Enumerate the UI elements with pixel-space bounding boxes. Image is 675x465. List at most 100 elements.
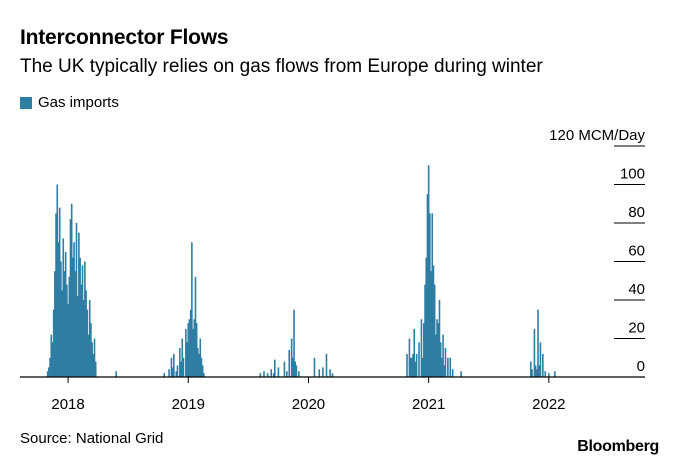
- bar: [67, 303, 69, 377]
- bar: [94, 361, 97, 377]
- bar: [64, 251, 67, 378]
- bar: [286, 371, 288, 377]
- bar: [413, 328, 416, 378]
- bar: [73, 242, 75, 377]
- bar: [283, 361, 286, 377]
- bar: [179, 348, 181, 378]
- bar: [554, 371, 556, 377]
- bar: [185, 328, 187, 378]
- bar: [539, 342, 542, 377]
- bar: [176, 365, 179, 377]
- y-tick-label: 0: [637, 358, 645, 375]
- bar: [263, 371, 265, 377]
- bar: [60, 261, 62, 377]
- bar: [175, 371, 178, 377]
- bar: [432, 265, 435, 377]
- bar: [192, 328, 194, 378]
- bar: [259, 373, 262, 377]
- bar: [55, 213, 57, 378]
- bar: [198, 353, 200, 377]
- bar: [91, 342, 93, 377]
- bar: [50, 334, 53, 377]
- bar: [436, 319, 438, 377]
- bar: [435, 334, 437, 377]
- bar: [429, 213, 431, 378]
- bar: [191, 242, 193, 377]
- source-note: Source: National Grid: [20, 430, 164, 447]
- bar: [449, 357, 452, 377]
- bar: [426, 194, 429, 378]
- bar: [75, 223, 78, 377]
- bar: [292, 357, 294, 377]
- bar: [194, 276, 197, 377]
- bar: [72, 257, 74, 377]
- bar: [170, 357, 173, 377]
- bar: [74, 271, 77, 378]
- bar: [48, 367, 50, 378]
- x-tick-label: 2021: [412, 396, 445, 413]
- bar: [171, 367, 174, 378]
- bar: [86, 309, 89, 378]
- bar: [195, 323, 198, 377]
- bar: [79, 257, 81, 377]
- bar: [408, 338, 411, 377]
- bar: [88, 300, 91, 377]
- bar: [451, 369, 454, 377]
- bar: [431, 213, 434, 378]
- bar: [82, 300, 85, 377]
- bar: [189, 309, 192, 378]
- bar: [298, 371, 300, 377]
- bar: [78, 232, 80, 378]
- bar: [414, 361, 417, 377]
- bar: [437, 323, 440, 377]
- bar: [173, 353, 175, 377]
- x-tick-label: 2022: [532, 396, 565, 413]
- bar: [61, 290, 63, 378]
- bar: [538, 365, 541, 377]
- bar: [197, 348, 199, 378]
- bar: [412, 353, 414, 377]
- bar: [424, 284, 426, 377]
- chart-subtitle: The UK typically relies on gas flows fro…: [20, 56, 543, 77]
- brand-logo: Bloomberg: [577, 438, 659, 455]
- bar: [58, 207, 61, 377]
- bar: [411, 357, 413, 377]
- bar: [293, 309, 295, 378]
- y-tick-label: 60: [628, 243, 645, 260]
- bar: [84, 261, 86, 377]
- bar: [266, 373, 269, 377]
- bar: [70, 203, 73, 377]
- y-tick-label: 80: [628, 204, 645, 221]
- bar: [331, 373, 334, 377]
- bar: [168, 369, 170, 377]
- bar: [66, 284, 68, 377]
- bar: [92, 353, 95, 377]
- bar: [530, 361, 532, 377]
- bar: [295, 365, 298, 377]
- bar: [534, 365, 537, 377]
- bar: [76, 296, 79, 377]
- bar: [444, 348, 447, 378]
- bar: [93, 338, 96, 377]
- bar: [46, 371, 49, 377]
- chart-title: Interconnector Flows: [20, 26, 229, 49]
- bar: [163, 373, 166, 377]
- bar: [443, 365, 446, 377]
- bar: [441, 357, 443, 377]
- axes: 120 MCM/Day 100 80 60 40 20 0 2018 2019 2020 2021 2…: [20, 127, 646, 413]
- bar: [542, 353, 544, 377]
- x-tick-label: 2018: [51, 396, 84, 413]
- bar: [68, 276, 71, 377]
- bar: [200, 357, 203, 377]
- bar: [438, 300, 441, 377]
- bar: [270, 369, 272, 377]
- bar: [181, 338, 184, 377]
- bar: [49, 357, 51, 377]
- y-tick-label: 100: [620, 166, 645, 183]
- bar: [423, 323, 425, 377]
- y-tick-label: 20: [628, 320, 645, 337]
- bar: [406, 353, 408, 377]
- gridlines: [614, 145, 645, 339]
- bar: [537, 309, 539, 378]
- bar: [277, 367, 280, 378]
